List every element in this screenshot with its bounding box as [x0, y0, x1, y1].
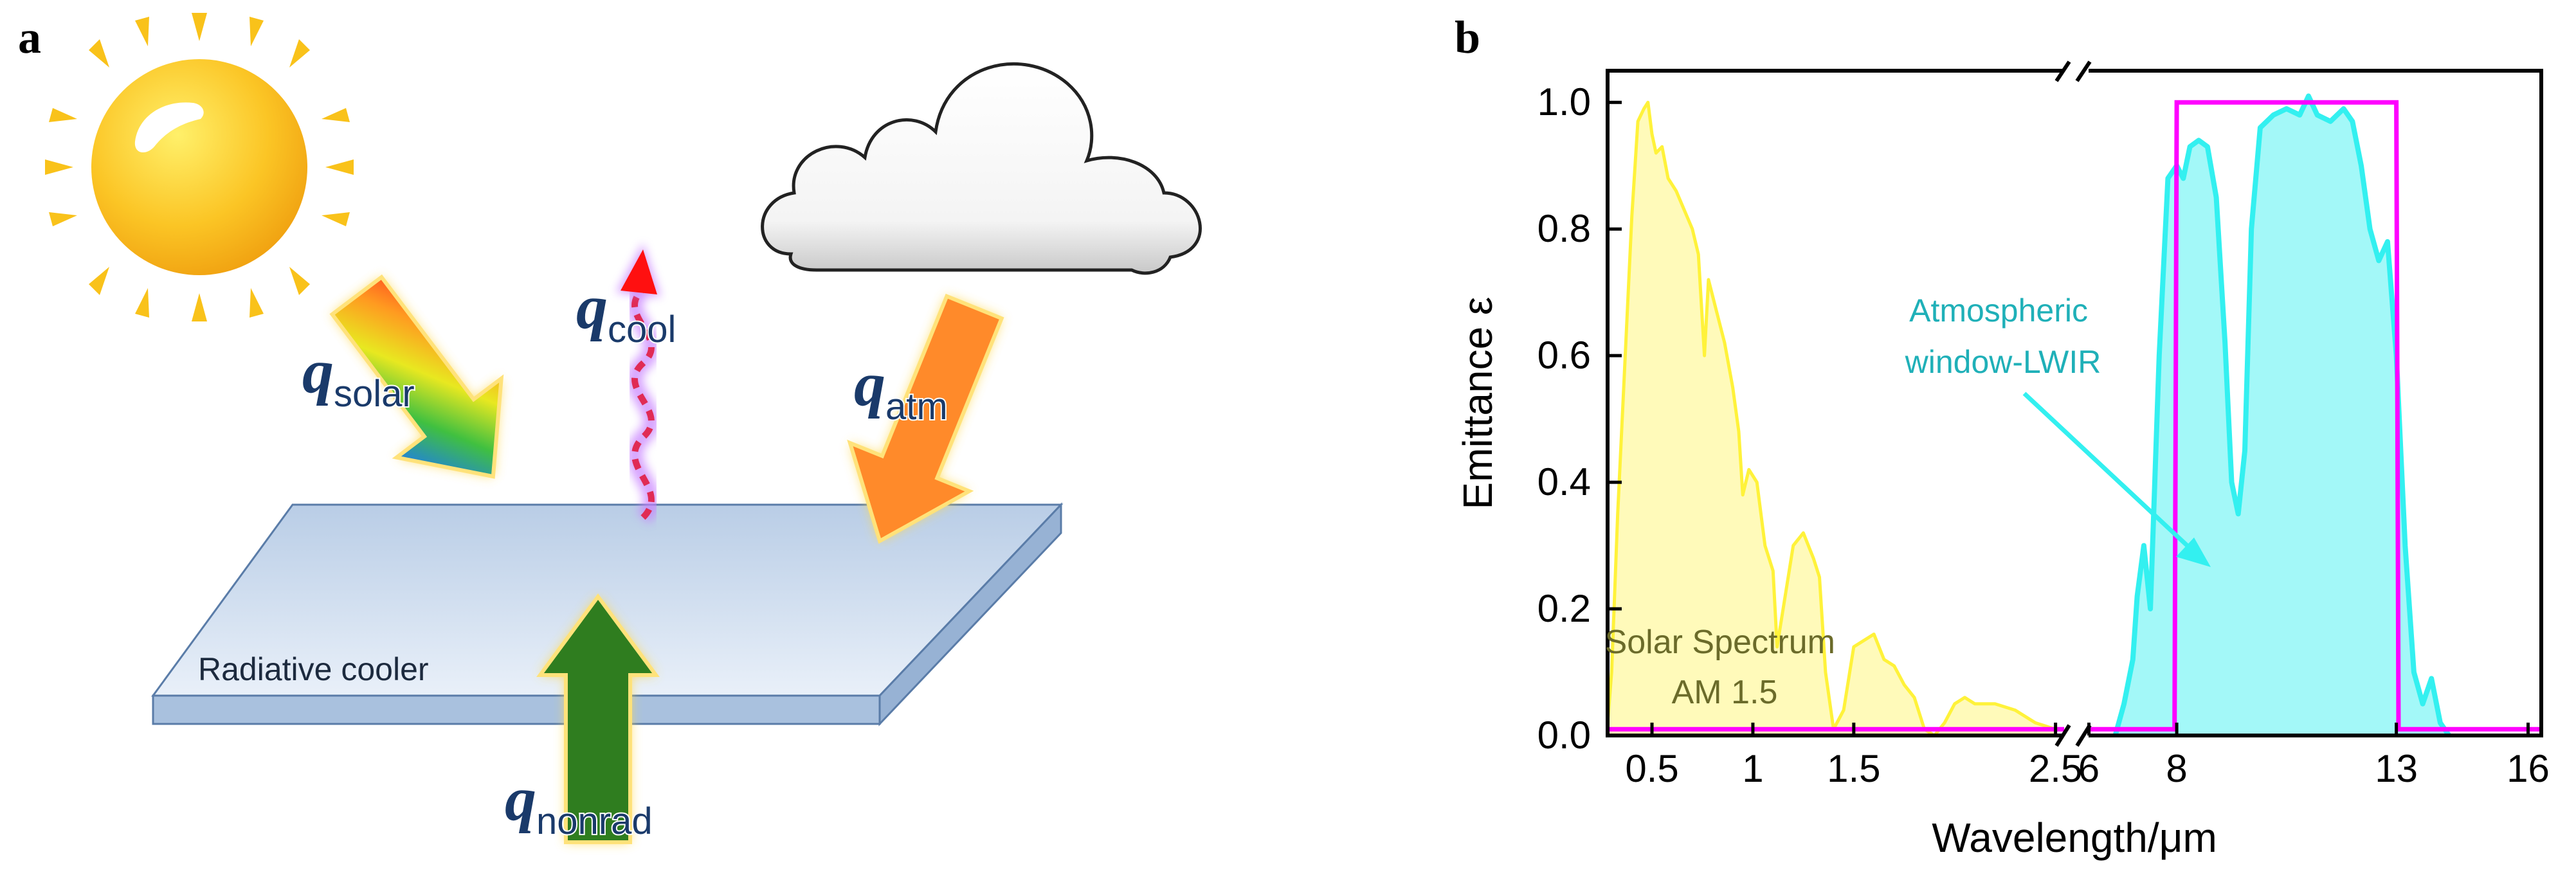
lwir-annotation: Atmospheric window-LWIR — [1905, 293, 2101, 380]
sun-icon — [45, 13, 354, 321]
cool-flux-arrow — [616, 243, 661, 524]
lwir-annotation-arrow — [2022, 392, 2211, 567]
y-axis-ticks: 0.0 0.2 0.4 0.6 0.8 1.0 — [1537, 80, 1622, 757]
x-tick-label: 2.5 — [2029, 747, 2082, 790]
x-tick-label: 16 — [2507, 747, 2550, 790]
atm-flux-arrow — [847, 293, 1004, 544]
x-tick-label: 6 — [2078, 747, 2100, 790]
x-tick-label: 8 — [2166, 747, 2187, 790]
chart-series-layer — [1606, 93, 2541, 737]
x-tick-label: 13 — [2375, 747, 2418, 790]
y-tick-label: 0.2 — [1537, 587, 1591, 630]
panel-a-label: a — [18, 12, 41, 63]
nonrad-flux-arrow — [536, 593, 660, 844]
y-tick-label: 0.4 — [1537, 460, 1591, 503]
x-tick-label: 1.5 — [1827, 747, 1880, 790]
x-tick-label: 1 — [1742, 747, 1763, 790]
lwir-curve — [2112, 93, 2451, 737]
x-axis-label: Wavelength/μm — [1932, 815, 2217, 861]
solar-spectrum-annotation: Solar Spectrum AM 1.5 — [1605, 624, 1845, 711]
chart: 0.0 0.2 0.4 0.6 0.8 1.0 0.5 1 1.5 2.56 8 13 16 Emit… — [1455, 60, 2550, 861]
cloud-icon — [761, 62, 1202, 275]
y-axis-label: Emittance ε — [1455, 297, 1501, 510]
q-atm-label: qatm — [854, 350, 948, 428]
panel-b: b 0.0 0.2 0.4 0.6 0.8 1.0 0.5 1 1.5 2.56 8 13 16 Em… — [1455, 12, 2550, 861]
y-tick-label: 0.8 — [1537, 207, 1591, 250]
x-tick-label: 0.5 — [1625, 747, 1678, 790]
panel-b-label: b — [1455, 12, 1480, 63]
radiative-cooler-slab: Radiative cooler — [151, 502, 1064, 726]
radiative-cooler-label: Radiative cooler — [198, 651, 429, 687]
y-tick-label: 0.6 — [1537, 334, 1591, 377]
q-cool-label: qcool — [576, 273, 676, 350]
y-tick-label: 0.0 — [1537, 714, 1591, 757]
solar-area — [1608, 102, 2056, 735]
top-axis-break — [2054, 60, 2092, 82]
solar-flux-arrow — [329, 274, 504, 479]
q-solar-label: qsolar — [302, 337, 415, 415]
x-axis-ticks: 0.5 1 1.5 2.56 8 13 16 — [1625, 723, 2550, 790]
lwir-area — [2115, 96, 2449, 735]
panel-a: a — [18, 12, 1202, 844]
q-nonrad-label: qnonrad — [505, 764, 653, 842]
y-tick-label: 1.0 — [1537, 80, 1591, 123]
